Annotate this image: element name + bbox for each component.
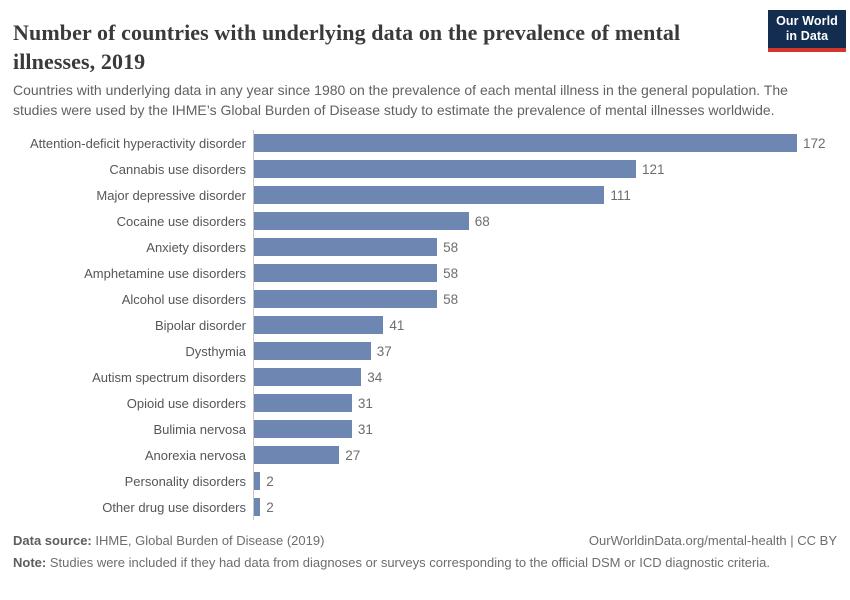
bar-track: 2 [253, 494, 837, 520]
bar-label: Bulimia nervosa [153, 421, 247, 437]
chart-row[interactable]: Bulimia nervosa 31 [13, 416, 837, 442]
bar-label: Alcohol use disorders [121, 291, 246, 307]
bar-value: 121 [642, 161, 665, 177]
bar[interactable] [254, 160, 636, 178]
bar-value: 37 [376, 343, 392, 359]
bar-track: 31 [253, 416, 837, 442]
bar-track: 121 [253, 156, 837, 182]
bar-value: 2 [266, 473, 274, 489]
data-source-text: IHME, Global Burden of Disease (2019) [95, 533, 325, 548]
bar-track: 27 [253, 442, 837, 468]
bar-value: 31 [357, 421, 373, 437]
bar-label: Anorexia nervosa [144, 447, 246, 463]
chart-row[interactable]: Other drug use disorders 2 [13, 494, 837, 520]
data-source: Data source: IHME, Global Burden of Dise… [13, 530, 324, 551]
bar-value: 58 [443, 239, 459, 255]
bar-track: 58 [253, 286, 837, 312]
bar-label: Other drug use disorders [102, 499, 246, 515]
bar-label: Dysthymia [185, 343, 246, 359]
bar-label: Major depressive disorder [96, 187, 246, 203]
bar-value: 58 [443, 291, 459, 307]
bar-track: 31 [253, 390, 837, 416]
bar-value: 2 [266, 499, 274, 515]
bar-value: 111 [610, 187, 631, 203]
bar-label: Personality disorders [124, 473, 246, 489]
bar[interactable] [254, 342, 371, 360]
chart-row[interactable]: Amphetamine use disorders 58 [13, 260, 837, 286]
bar-value: 58 [443, 265, 459, 281]
chart-row[interactable]: Personality disorders 2 [13, 468, 837, 494]
chart-row[interactable]: Opioid use disorders 31 [13, 390, 837, 416]
bar[interactable] [254, 186, 605, 204]
bar-label: Cannabis use disorders [109, 161, 246, 177]
chart-row[interactable]: Cannabis use disorders 121 [13, 156, 837, 182]
owid-logo-line1: Our World [776, 14, 838, 28]
bar-track: 172 [253, 130, 837, 156]
bar-label: Amphetamine use disorders [84, 265, 246, 281]
chart-row[interactable]: Cocaine use disorders 68 [13, 208, 837, 234]
bar-track: 37 [253, 338, 837, 364]
bar-label: Bipolar disorder [154, 317, 246, 333]
chart-row[interactable]: Attention-deficit hyperactivity disorder… [13, 130, 837, 156]
bar[interactable] [254, 134, 797, 152]
bar[interactable] [254, 264, 438, 282]
bar-track: 41 [253, 312, 837, 338]
note-text: Studies were included if they had data f… [49, 555, 771, 570]
bar-chart: Attention-deficit hyperactivity disorder… [13, 130, 837, 520]
chart-row[interactable]: Bipolar disorder 41 [13, 312, 837, 338]
bar-label: Anxiety disorders [146, 239, 246, 255]
bar-track: 111 [253, 182, 837, 208]
chart-row[interactable]: Autism spectrum disorders 34 [13, 364, 837, 390]
bar-value: 27 [345, 447, 361, 463]
bar[interactable] [254, 368, 362, 386]
bar-label: Attention-deficit hyperactivity disorder [29, 135, 246, 151]
bar-value: 68 [474, 213, 490, 229]
bar[interactable] [254, 420, 352, 438]
bar-label: Opioid use disorders [126, 395, 246, 411]
bar[interactable] [254, 290, 438, 308]
owid-logo-red-strip [768, 48, 846, 52]
bar-value: 172 [803, 135, 826, 151]
bar[interactable] [254, 446, 340, 464]
bar[interactable] [254, 238, 438, 256]
bar[interactable] [254, 212, 469, 230]
bar[interactable] [254, 472, 261, 490]
bar[interactable] [254, 498, 261, 516]
chart-row[interactable]: Alcohol use disorders 58 [13, 286, 837, 312]
bar-track: 58 [253, 234, 837, 260]
owid-logo-line2: in Data [785, 29, 829, 43]
chart-subtitle: Countries with underlying data in any ye… [13, 82, 788, 118]
bar-track: 68 [253, 208, 837, 234]
bar-value: 34 [367, 369, 383, 385]
data-source-label: Data source: [13, 533, 92, 548]
chart-row[interactable]: Anorexia nervosa 27 [13, 442, 837, 468]
bar-value: 41 [389, 317, 405, 333]
footer-line-source: Data source: IHME, Global Burden of Dise… [13, 530, 837, 551]
chart-row[interactable]: Anxiety disorders 58 [13, 234, 837, 260]
owid-logo: Our World in Data [768, 10, 846, 52]
attribution: OurWorldinData.org/mental-health | CC BY [588, 533, 837, 548]
footer-note: Note: Studies were included if they had … [13, 552, 837, 573]
page-title: Number of countries with underlying data… [13, 20, 681, 74]
chart-footer: Data source: IHME, Global Burden of Dise… [13, 530, 837, 573]
bar[interactable] [254, 316, 384, 334]
chart-row[interactable]: Dysthymia 37 [13, 338, 837, 364]
chart-rows: Attention-deficit hyperactivity disorder… [13, 130, 837, 520]
bar-track: 2 [253, 468, 837, 494]
note-label: Note: [13, 555, 47, 570]
bar-value: 31 [357, 395, 373, 411]
bar-track: 58 [253, 260, 837, 286]
bar-track: 34 [253, 364, 837, 390]
chart-row[interactable]: Major depressive disorder 111 [13, 182, 837, 208]
bar-label: Autism spectrum disorders [92, 369, 246, 385]
bar[interactable] [254, 394, 352, 412]
bar-label: Cocaine use disorders [116, 213, 246, 229]
